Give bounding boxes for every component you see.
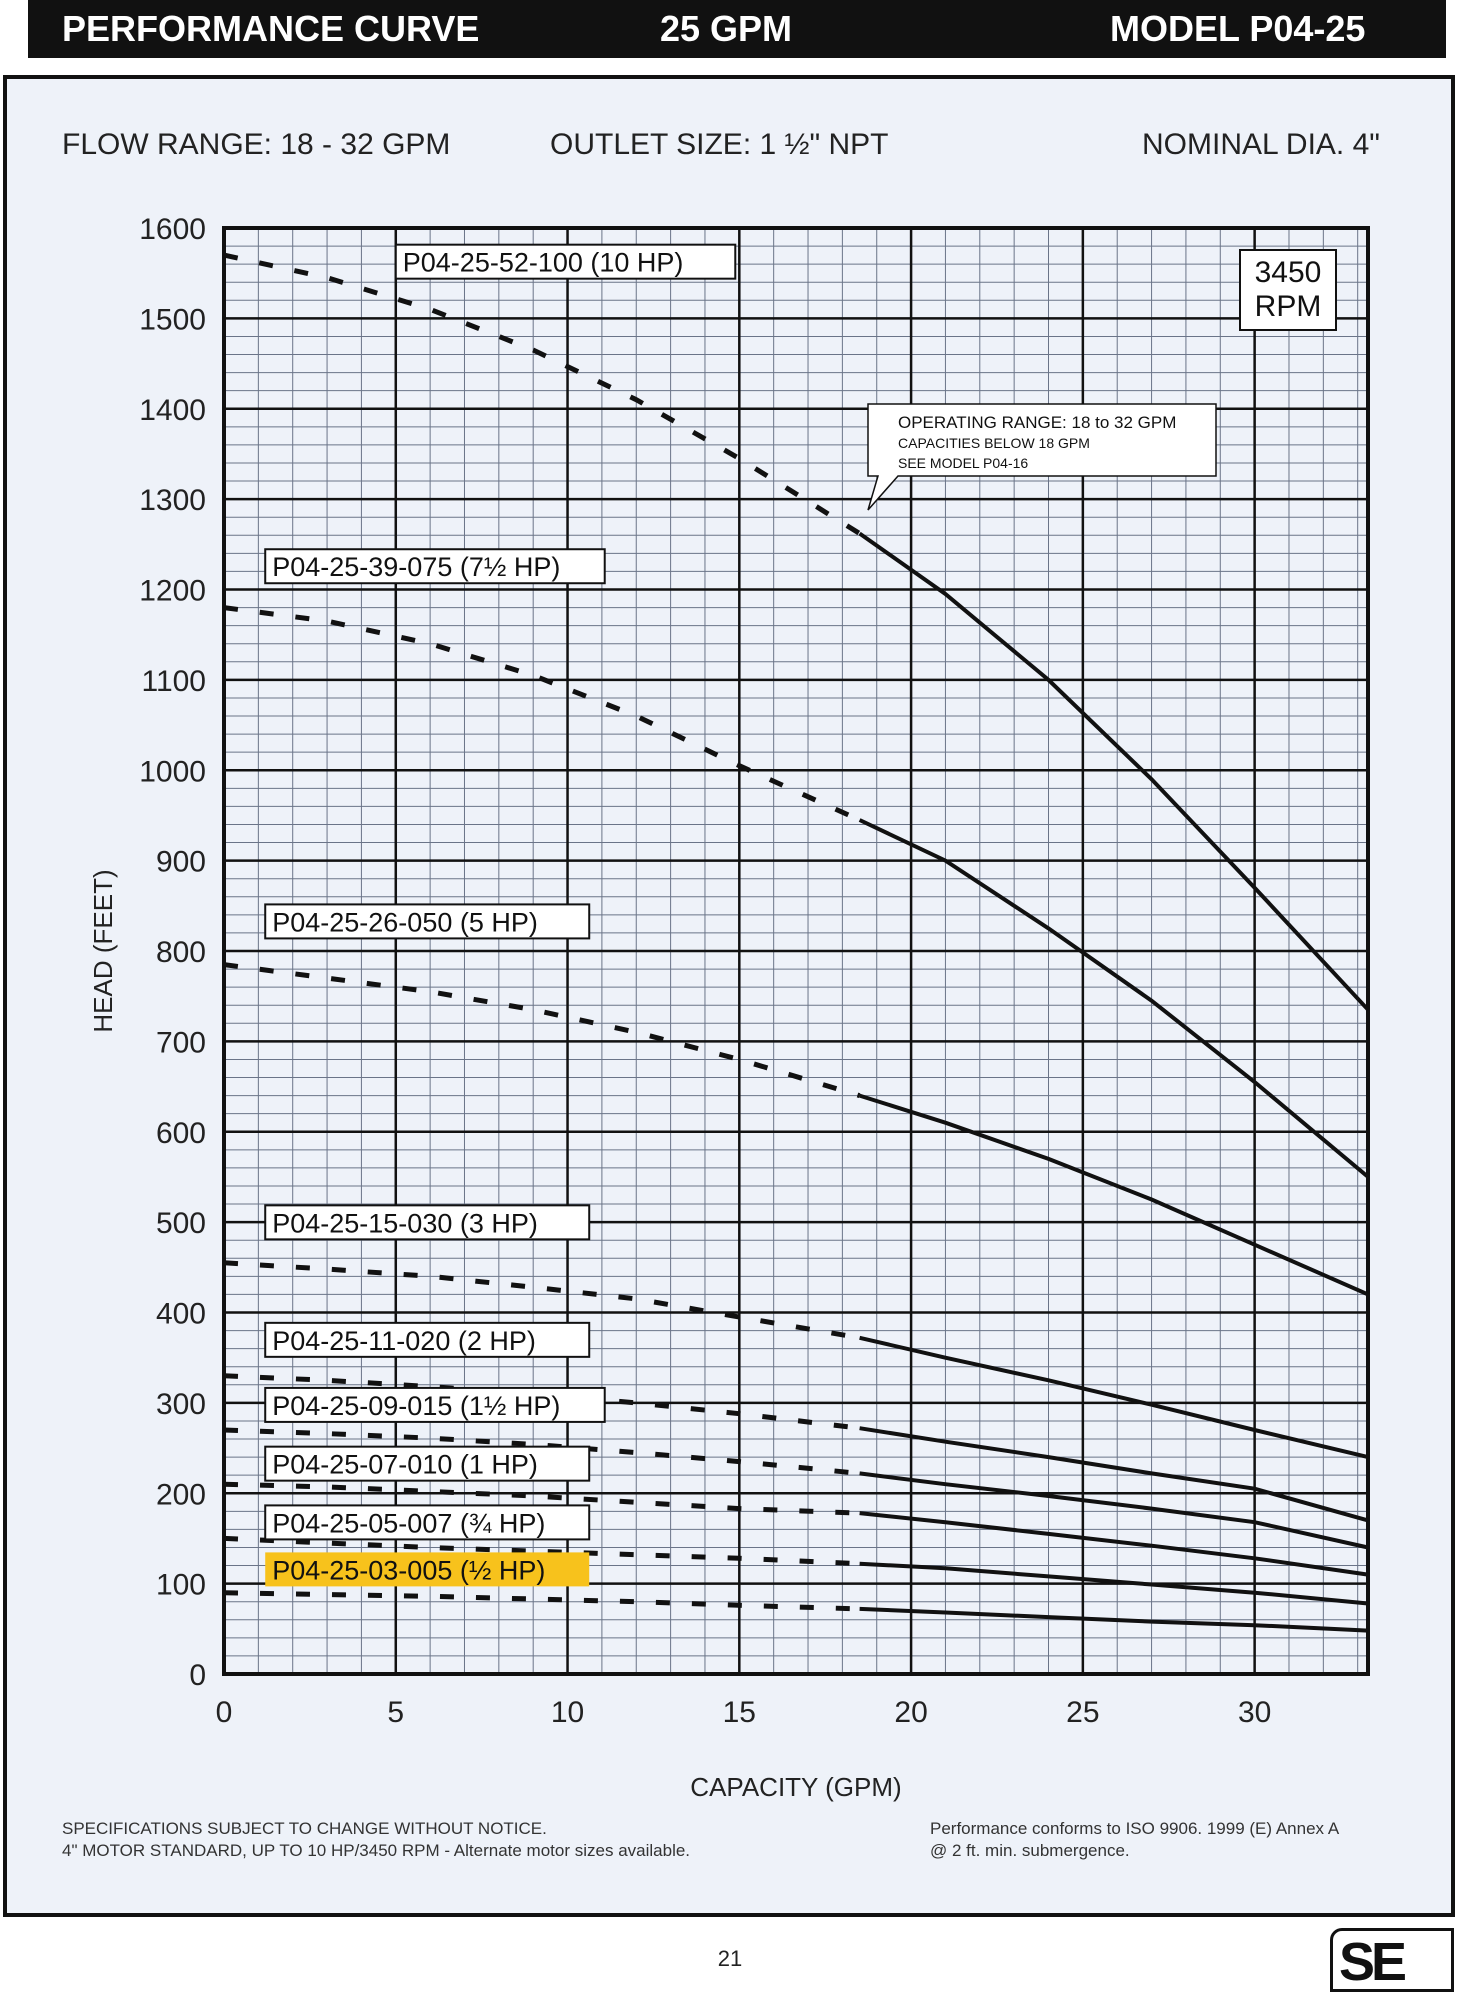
x-tick-label: 30 bbox=[1238, 1696, 1271, 1729]
curve-label: P04-25-52-100 (10 HP) bbox=[403, 248, 684, 278]
y-tick-label: 700 bbox=[156, 1026, 206, 1059]
curve-solid bbox=[859, 1471, 1369, 1550]
page-number: 21 bbox=[717, 1946, 743, 1971]
y-tick-label: 0 bbox=[189, 1659, 206, 1692]
y-tick-label: 600 bbox=[156, 1117, 206, 1150]
x-tick-label: 15 bbox=[723, 1696, 756, 1729]
curve-label: P04-25-39-075 (7½ HP) bbox=[272, 552, 560, 582]
x-tick-label: 25 bbox=[1066, 1696, 1099, 1729]
curve-dashed bbox=[223, 1373, 860, 1431]
y-tick-label: 1400 bbox=[139, 394, 206, 427]
curve-solid bbox=[859, 1426, 1369, 1523]
y-tick-label: 900 bbox=[156, 846, 206, 879]
footer-right: Performance conforms to ISO 9906. 1999 (… bbox=[930, 1818, 1339, 1862]
company-logo: SE bbox=[1330, 1928, 1454, 1992]
y-tick-label: 500 bbox=[156, 1207, 206, 1240]
curve-label-box bbox=[264, 1386, 606, 1423]
curve-label: P04-25-26-050 (5 HP) bbox=[272, 907, 538, 937]
curve-dashed bbox=[223, 252, 861, 536]
x-axis-label: CAPACITY (GPM) bbox=[690, 1772, 901, 1802]
x-tick-label: 0 bbox=[216, 1696, 233, 1729]
curve-label: P04-25-11-020 (2 HP) bbox=[272, 1326, 536, 1356]
nominal-diameter: NOMINAL DIA. 4" bbox=[1142, 128, 1380, 161]
operating-note-text: SEE MODEL P04-16 bbox=[898, 455, 1028, 471]
curve-label: P04-25-03-005 (½ HP) bbox=[272, 1555, 545, 1585]
header-model: MODEL P04-25 bbox=[1110, 8, 1366, 49]
plot-border bbox=[222, 226, 1370, 1676]
curve-solid bbox=[858, 1093, 1369, 1297]
header-title: PERFORMANCE CURVE bbox=[62, 8, 480, 49]
footer-left-line1: SPECIFICATIONS SUBJECT TO CHANGE WITHOUT… bbox=[62, 1819, 547, 1838]
footer-left: SPECIFICATIONS SUBJECT TO CHANGE WITHOUT… bbox=[62, 1818, 690, 1862]
header-bar: PERFORMANCE CURVE 25 GPM MODEL P04-25 bbox=[28, 0, 1446, 58]
y-tick-label: 200 bbox=[156, 1478, 206, 1511]
y-tick-label: 1600 bbox=[139, 213, 206, 246]
footer-right-line2: @ 2 ft. min. submergence. bbox=[930, 1841, 1130, 1860]
curve-label: P04-25-15-030 (3 HP) bbox=[272, 1208, 538, 1238]
y-tick-label: 1100 bbox=[141, 665, 206, 698]
curve-label-box bbox=[264, 1204, 591, 1241]
y-tick-label: 300 bbox=[156, 1388, 206, 1421]
y-tick-label: 100 bbox=[156, 1569, 206, 1602]
curve-label-box bbox=[394, 243, 737, 280]
flow-range: FLOW RANGE: 18 - 32 GPM bbox=[62, 128, 451, 161]
curve-dashed bbox=[223, 1535, 860, 1567]
operating-note-box bbox=[867, 403, 1217, 511]
y-tick-label: 1500 bbox=[139, 303, 206, 336]
curve-label-box bbox=[265, 1552, 590, 1587]
curve-label: P04-25-07-010 (1 HP) bbox=[272, 1450, 538, 1480]
curve-label-box bbox=[264, 1445, 591, 1482]
curve-label-box bbox=[264, 548, 606, 585]
rpm-label: 3450 bbox=[1255, 256, 1322, 289]
footer-right-line1: Performance conforms to ISO 9906. 1999 (… bbox=[930, 1819, 1340, 1838]
x-tick-label: 5 bbox=[387, 1696, 404, 1729]
y-tick-label: 1200 bbox=[139, 575, 206, 608]
curve-solid bbox=[858, 531, 1370, 1012]
curve-solid bbox=[858, 818, 1370, 1179]
curve-label-box bbox=[264, 1504, 591, 1541]
curve-dashed bbox=[223, 1481, 860, 1516]
x-tick-label: 20 bbox=[894, 1696, 927, 1729]
x-tick-label: 10 bbox=[551, 1696, 584, 1729]
operating-note-text: CAPACITIES BELOW 18 GPM bbox=[898, 435, 1090, 451]
header-flow: 25 GPM bbox=[660, 8, 793, 49]
outlet-size: OUTLET SIZE: 1 ½" NPT bbox=[550, 128, 889, 161]
curve-solid bbox=[859, 1511, 1369, 1577]
curve-solid bbox=[859, 1561, 1369, 1606]
logo-text: SE bbox=[1339, 1932, 1407, 1992]
curve-label: P04-25-09-015 (1½ HP) bbox=[272, 1391, 560, 1421]
curve-label-box bbox=[264, 903, 591, 940]
rpm-label: RPM bbox=[1255, 290, 1322, 323]
curve-dashed bbox=[223, 605, 861, 823]
curve-solid bbox=[859, 1606, 1369, 1633]
curve-label-box bbox=[264, 1321, 591, 1358]
operating-note-text: OPERATING RANGE: 18 to 32 GPM bbox=[898, 413, 1176, 432]
curve-dashed bbox=[223, 1590, 860, 1612]
curve-dashed bbox=[223, 1427, 860, 1476]
y-axis-label: HEAD (FEET) bbox=[88, 869, 118, 1032]
y-tick-label: 1000 bbox=[139, 755, 206, 788]
y-tick-label: 800 bbox=[156, 936, 206, 969]
rpm-box bbox=[1239, 249, 1337, 331]
y-tick-label: 1300 bbox=[139, 484, 206, 517]
curve-solid bbox=[859, 1335, 1369, 1460]
y-tick-label: 400 bbox=[156, 1298, 206, 1331]
curve-label: P04-25-05-007 (¾ HP) bbox=[272, 1508, 545, 1538]
footer-left-line2: 4" MOTOR STANDARD, UP TO 10 HP/3450 RPM … bbox=[62, 1841, 691, 1860]
